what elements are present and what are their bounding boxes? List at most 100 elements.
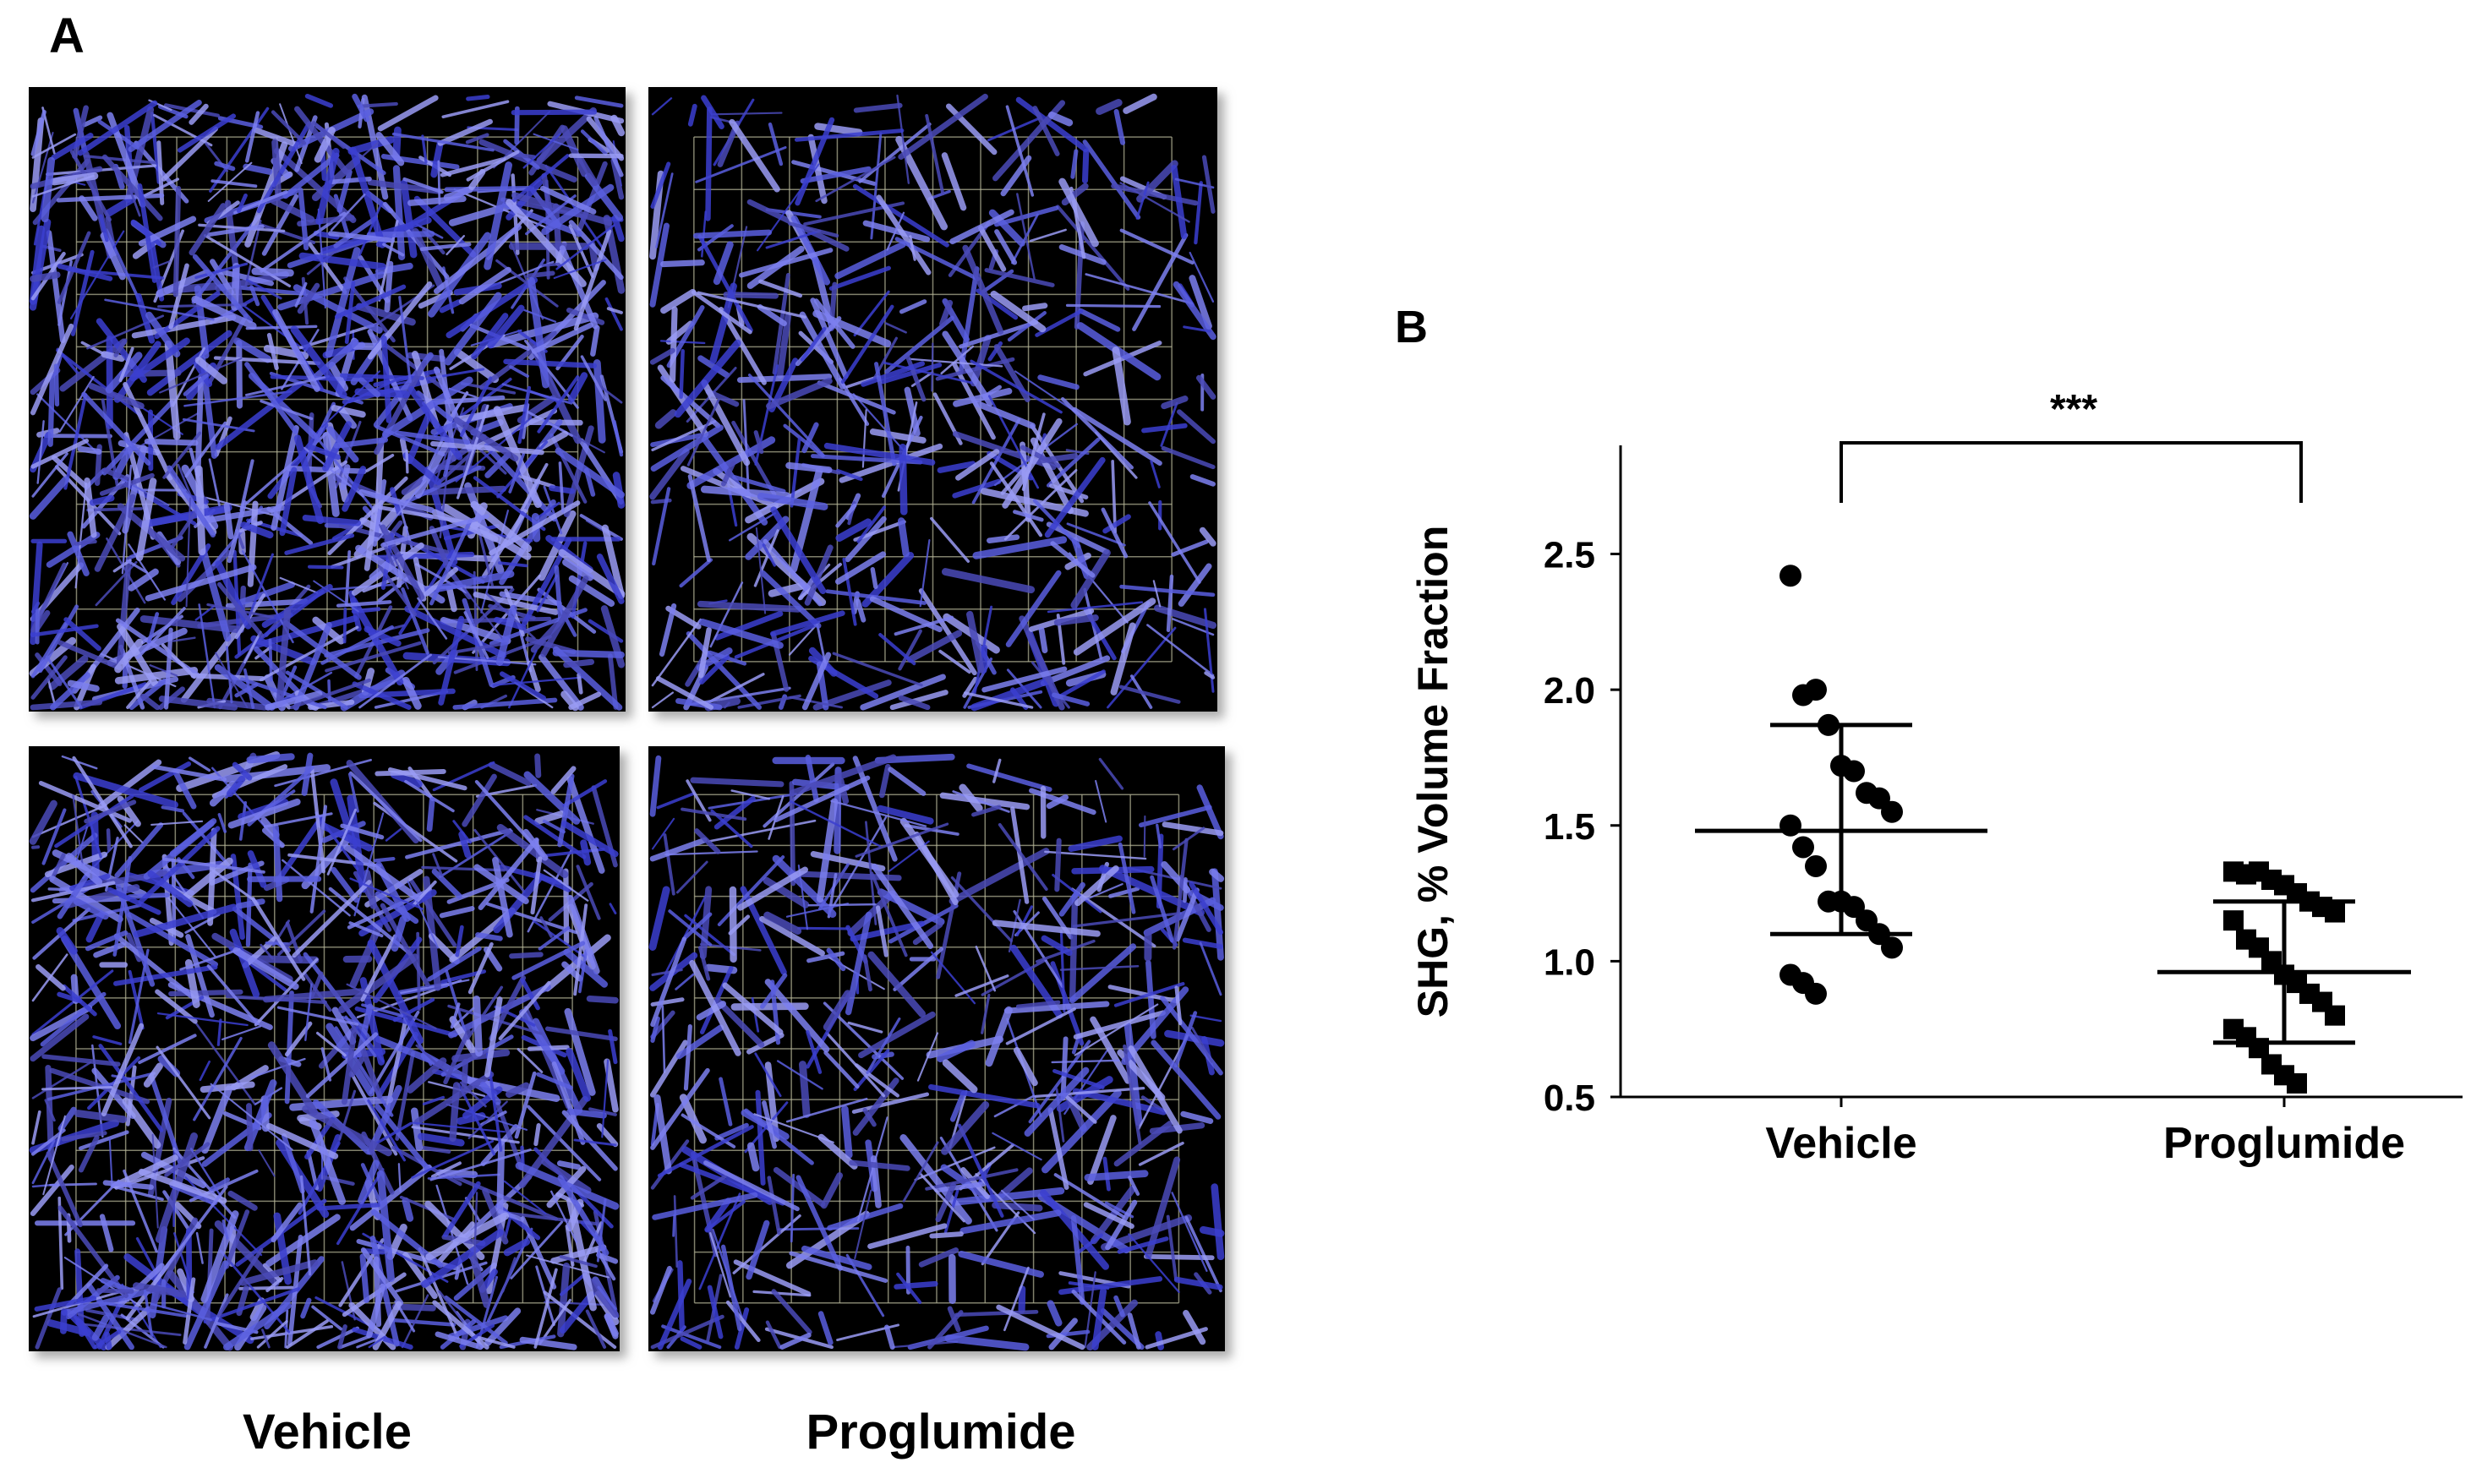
fiber	[901, 521, 905, 553]
fiber	[275, 142, 278, 197]
fiber	[309, 567, 342, 568]
data-point	[2325, 903, 2345, 923]
fiber	[447, 188, 531, 189]
fiber	[63, 1312, 64, 1331]
fiber	[376, 1259, 379, 1324]
fiber	[733, 890, 734, 959]
fiber	[590, 999, 615, 1001]
fiber	[249, 1106, 250, 1148]
fiber	[147, 441, 195, 443]
fiber	[693, 780, 781, 784]
fiber	[1203, 1230, 1221, 1233]
fiber	[897, 1284, 936, 1286]
data-point	[1779, 815, 1801, 837]
fiber	[255, 271, 291, 273]
fiber	[789, 466, 828, 470]
data-point	[1843, 761, 1865, 783]
fiber	[429, 800, 432, 829]
fiber	[708, 109, 709, 218]
data-point	[1805, 983, 1827, 1005]
fiber	[751, 1146, 756, 1168]
fiber	[51, 1184, 96, 1185]
fiber	[664, 263, 702, 265]
data-point	[1805, 679, 1827, 701]
fiber	[468, 97, 488, 99]
fiber	[411, 199, 463, 203]
y-tick-label: 2.0	[1544, 670, 1595, 712]
fiber	[276, 827, 279, 899]
fiber	[1085, 151, 1086, 180]
fiber	[1146, 1257, 1212, 1258]
fiber	[450, 589, 454, 609]
fiber	[791, 783, 793, 884]
x-tick-label: Vehicle	[1765, 1119, 1916, 1168]
fiber	[414, 1111, 419, 1148]
fiber	[99, 1290, 132, 1291]
y-tick-label: 1.5	[1544, 806, 1595, 848]
panel-label: B	[1395, 302, 1428, 352]
data-point	[1779, 565, 1801, 587]
fiber	[406, 1201, 410, 1219]
fiber	[227, 505, 231, 537]
fiber	[239, 343, 240, 406]
fiber	[176, 188, 178, 294]
fiber	[579, 675, 582, 693]
fiber	[511, 954, 540, 956]
fiber	[363, 1257, 367, 1301]
fiber	[571, 155, 621, 156]
fiber	[343, 467, 347, 488]
fiber	[108, 830, 109, 849]
fiber	[1058, 618, 1096, 623]
data-point	[1792, 836, 1814, 858]
significance-label: ***	[2050, 387, 2097, 432]
fiber	[33, 275, 57, 279]
fiber	[80, 449, 99, 451]
fiber	[250, 756, 292, 760]
fiber	[1068, 305, 1160, 306]
fiber	[989, 537, 1016, 541]
fiber	[566, 662, 592, 664]
fiber	[266, 943, 288, 944]
fiber	[837, 770, 838, 850]
data-point	[2325, 1006, 2345, 1026]
column-label: Proglumide	[806, 1405, 1075, 1459]
fiber	[802, 1065, 806, 1115]
y-axis-label: SHG, % Volume Fraction	[1409, 526, 1457, 1018]
fiber	[478, 935, 500, 938]
fiber	[845, 1109, 849, 1154]
fiber	[439, 161, 440, 204]
column-label: Vehicle	[243, 1405, 412, 1459]
fiber	[33, 847, 38, 848]
fiber	[674, 1215, 675, 1236]
image-panels	[29, 87, 1225, 1351]
fiber	[109, 339, 110, 426]
significance-bracket	[1841, 443, 2301, 503]
fiber	[104, 354, 121, 358]
fiber	[597, 363, 602, 440]
data-point	[2223, 910, 2244, 930]
fiber	[500, 1144, 501, 1215]
fiber	[932, 1234, 961, 1236]
fiber	[528, 273, 553, 276]
fiber	[560, 1164, 577, 1167]
fiber	[76, 542, 96, 544]
fiber	[514, 112, 594, 113]
fiber	[1022, 1289, 1023, 1310]
fiber	[1057, 841, 1058, 890]
fiber	[359, 104, 396, 106]
data-point	[1881, 936, 1903, 958]
fiber	[536, 1126, 538, 1144]
fiber	[93, 498, 112, 502]
data-point	[2287, 1073, 2307, 1094]
y-tick-label: 1.0	[1544, 941, 1595, 983]
fiber	[799, 928, 848, 929]
fiber	[345, 609, 346, 642]
fiber	[477, 999, 479, 1053]
fiber	[872, 570, 876, 587]
y-tick-label: 0.5	[1544, 1078, 1595, 1119]
fiber	[375, 859, 393, 860]
fiber	[51, 375, 52, 445]
